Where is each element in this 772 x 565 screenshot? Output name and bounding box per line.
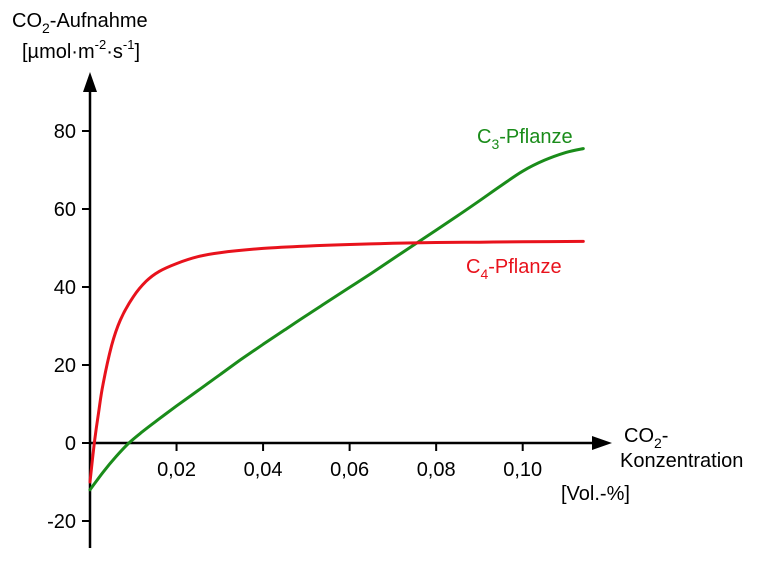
x-axis-arrow-icon bbox=[592, 436, 612, 450]
y-axis-title-line1: CO2-Aufnahme bbox=[12, 10, 148, 36]
x-tick-label: 0,08 bbox=[417, 459, 456, 481]
y-tick-label: 80 bbox=[54, 121, 76, 143]
y-tick-label: 20 bbox=[54, 355, 76, 377]
y-axis-title-line2: [µmol·m-2·s-1] bbox=[22, 37, 140, 63]
y-tick-label: 0 bbox=[65, 433, 76, 455]
x-axis-unit: [Vol.-%] bbox=[561, 483, 630, 505]
y-tick-label: 40 bbox=[54, 277, 76, 299]
x-tick-label: 0,04 bbox=[244, 459, 283, 481]
series-group bbox=[88, 147, 585, 492]
y-tick-label: 60 bbox=[54, 199, 76, 221]
series-label-c4: C4-Pflanze bbox=[466, 256, 562, 282]
y-tick-label: -20 bbox=[47, 511, 76, 533]
series-line-c3-plant bbox=[88, 147, 585, 492]
x-axis-title-line1: CO2- bbox=[624, 425, 668, 451]
y-axis-arrow-icon bbox=[83, 72, 97, 92]
series-label-c3: C3-Pflanze bbox=[477, 126, 573, 152]
series-line-c4-plant bbox=[88, 239, 585, 484]
x-tick-label: 0,06 bbox=[330, 459, 369, 481]
x-axis-ticks: 0,02 0,04 0,06 0,08 0,10 bbox=[157, 443, 542, 481]
x-tick-label: 0,10 bbox=[503, 459, 542, 481]
x-tick-label: 0,02 bbox=[157, 459, 196, 481]
x-axis-title-line2: Konzentration bbox=[620, 450, 743, 472]
y-axis-ticks: -20 0 20 40 60 80 bbox=[47, 121, 90, 533]
